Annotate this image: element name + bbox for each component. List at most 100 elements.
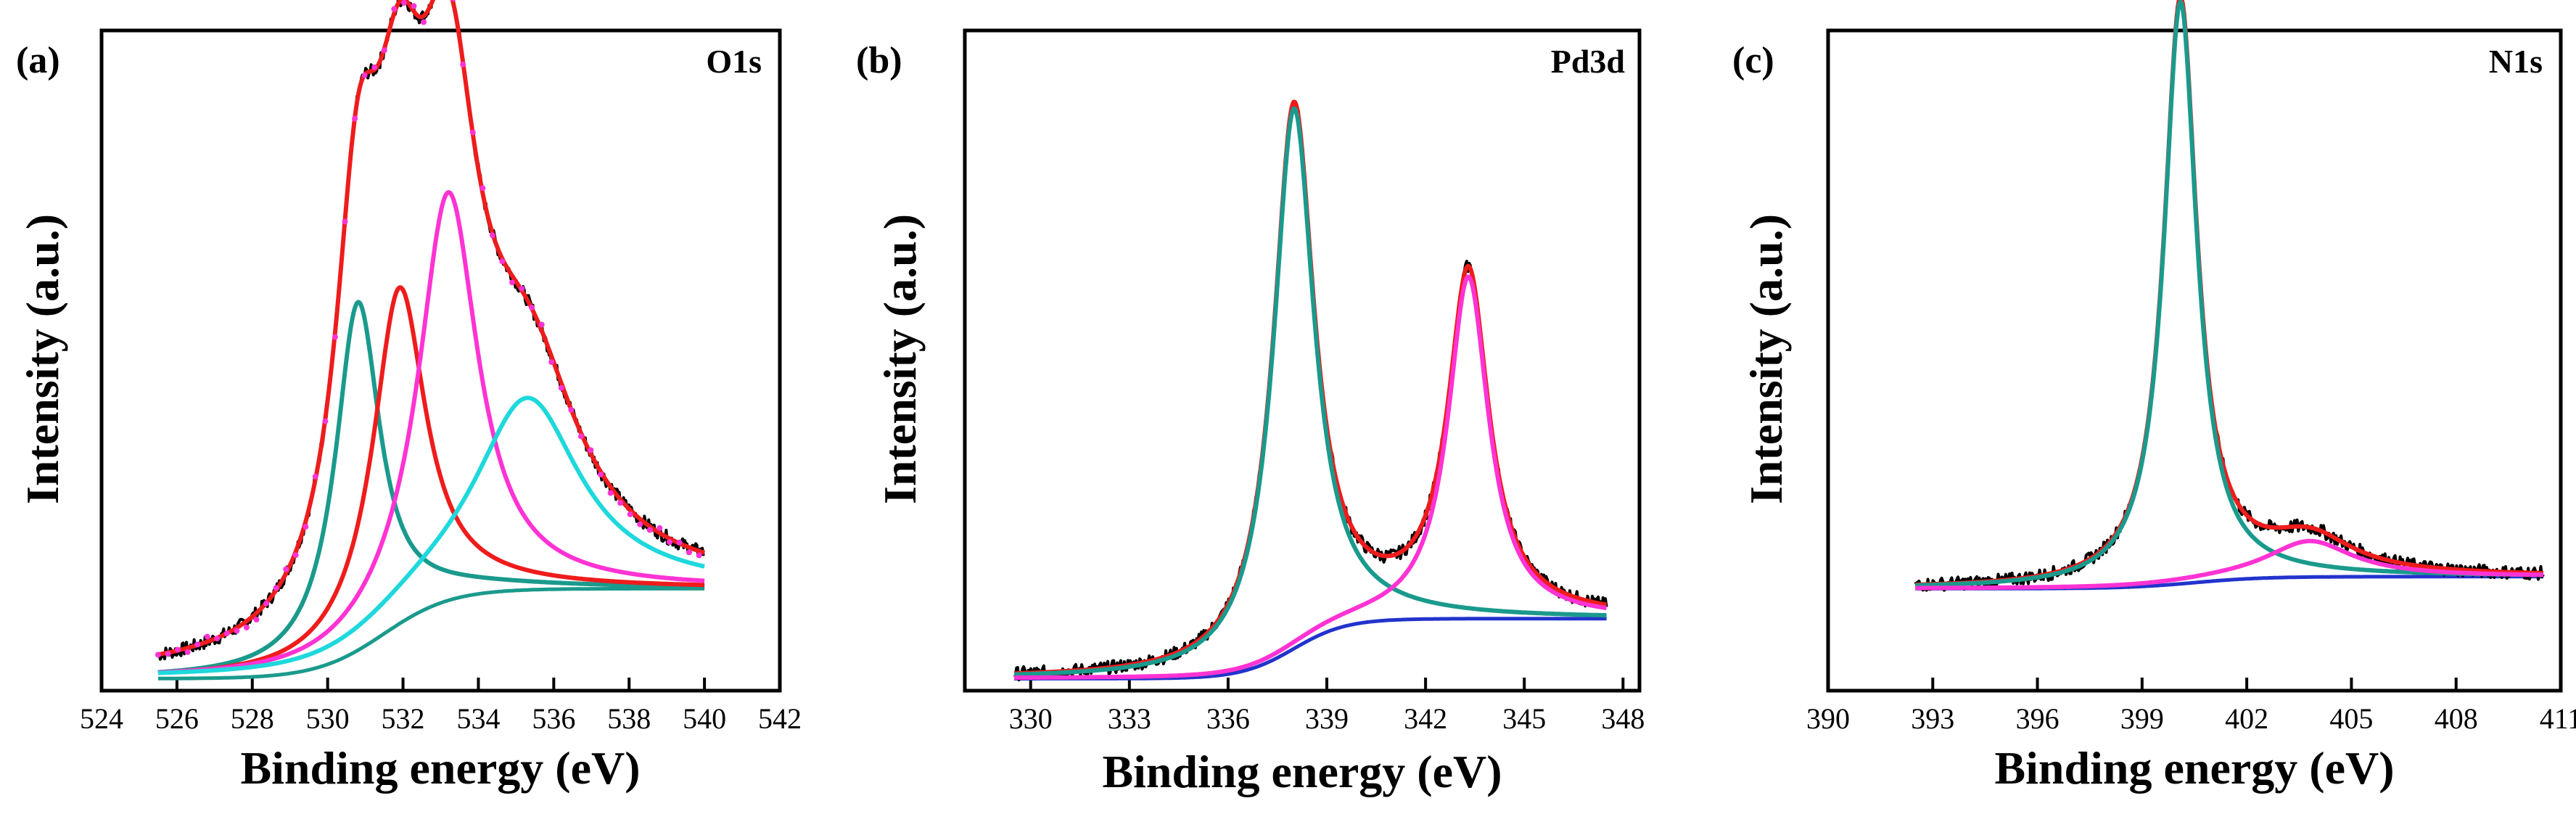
panel-b-x-ticks: 330 333 336 339 342 345 348: [1009, 678, 1645, 735]
panel-b-x-axis-title: Binding energy (eV): [1102, 746, 1502, 797]
panel-a-fit-component-line: [157, 395, 706, 675]
panel-a-x-tick-label: 536: [532, 702, 575, 735]
panel-b-x-tick-label: 333: [1108, 702, 1151, 735]
panel-b-fit-component-line: [1013, 106, 1608, 677]
panel-a-data-point: [273, 585, 279, 591]
panel-a-data-point: [400, 0, 407, 6]
panel-c-x-tick-label: 396: [2016, 702, 2059, 735]
panel-a-data-point: [253, 617, 260, 622]
panel-a-data-point: [263, 600, 269, 607]
panel-a-data-point: [342, 218, 348, 225]
panel-b-raw-spectrum-line: [1013, 101, 1608, 682]
panel-a-x-tick-label: 542: [758, 702, 802, 735]
panel-c-fit-component-line: [1914, 538, 2545, 591]
panel-c-y-axis-title: Intensity (a.u.): [1740, 214, 1792, 504]
panel-a-data-point: [666, 539, 672, 546]
panel-b-plot-frame: [963, 28, 1642, 693]
panel-c-label: (c): [1732, 40, 1774, 81]
panel-a-y-axis-title: Intensity (a.u.): [17, 214, 68, 504]
panel-a-data-point: [155, 651, 161, 658]
panel-a-data-point: [243, 624, 250, 630]
panel-a-x-tick-label: 534: [456, 702, 500, 735]
panel-b-x-tick-label: 339: [1305, 702, 1349, 735]
panel-b-spectrum-label: Pd3d: [1551, 43, 1626, 80]
panel-a-data-point: [696, 552, 702, 559]
panel-a-data-point: [312, 473, 318, 480]
panel-c-x-axis-title: Binding energy (eV): [1994, 742, 2394, 794]
panel-a-background-line: [157, 586, 706, 681]
panel-c-x-tick-label: 408: [2435, 702, 2478, 735]
panel-a-data-point: [175, 646, 181, 653]
panel-b-x-tick-label: 336: [1206, 702, 1250, 735]
panel-a-data-point: [165, 651, 171, 657]
panel-a-data-point: [332, 334, 338, 340]
panel-a-data-point: [519, 285, 525, 292]
panel-a-data-point: [184, 649, 191, 655]
panel-a-fit-envelope-line: [157, 0, 706, 657]
panel-a-data-point: [617, 500, 624, 506]
panel-a-data-point: [489, 232, 495, 239]
panel-a-data-point: [204, 633, 210, 640]
panel-c-fit-component-line: [1914, 0, 2545, 588]
panel-b-fit-envelope-line: [1013, 99, 1608, 676]
panel-a-data-point: [577, 433, 584, 440]
panel-a-data-point: [371, 64, 378, 70]
panel-a-fit-component-line: [157, 300, 706, 675]
panel-a-spectrum-label: O1s: [706, 43, 762, 80]
panel-c-x-tick-label: 390: [1806, 702, 1850, 735]
panel-a-data-point: [646, 527, 653, 533]
panel-c-curves: [1914, 0, 2545, 592]
panel-a-data-point: [352, 115, 358, 122]
panel-a-plot-frame: [99, 28, 782, 693]
panel-b-x-tick-label: 345: [1502, 702, 1546, 735]
panel-a-raw-spectrum-line: [157, 0, 705, 661]
panel-a-data-point: [234, 628, 240, 634]
panel-b-x-tick-label: 348: [1601, 702, 1645, 735]
panel-a-data-point: [529, 304, 535, 311]
panel-b-label: (b): [856, 40, 902, 81]
panel-a-data-point: [283, 566, 289, 572]
panel-a-data-point: [637, 521, 643, 527]
panel-a-data-point: [499, 258, 506, 265]
panel-a-data-point: [361, 72, 368, 78]
panel-a: 524 526 528 530 532 534 536 538 540 542 (a) O1s B…: [16, 0, 802, 794]
panel-a-x-tick-label: 524: [80, 702, 123, 735]
panel-a-x-tick-label: 540: [683, 702, 726, 735]
panel-c-spectrum-label: N1s: [2489, 43, 2543, 80]
panel-a-data-point: [469, 129, 476, 136]
panel-a-x-axis-title: Binding energy (eV): [240, 742, 640, 794]
panel-a-x-tick-label: 538: [607, 702, 651, 735]
panel-b-x-tick-label: 342: [1404, 702, 1447, 735]
panel-b-y-axis-title: Intensity (a.u.): [874, 214, 926, 504]
panel-a-data-point: [223, 630, 230, 636]
panel-a-data-point: [548, 359, 555, 366]
panel-b-curves: [1013, 99, 1608, 682]
panel-b: 330 333 336 339 342 345 348 (b) Pd3d Binding e…: [856, 28, 1645, 797]
panel-a-data-point: [450, 0, 456, 1]
panel-a-data-point: [538, 321, 545, 328]
panel-a-label: (a): [16, 40, 60, 81]
panel-a-data-point: [627, 511, 633, 517]
panel-c-x-tick-label: 399: [2120, 702, 2164, 735]
panel-a-data-point: [676, 539, 683, 546]
panel-c-x-tick-label: 393: [1911, 702, 1954, 735]
panel-c: 390 393 396 399 402 405 408 411 (c) N1s Binding…: [1732, 0, 2576, 794]
panel-a-x-tick-label: 532: [382, 702, 425, 735]
panel-a-data-point: [214, 636, 221, 642]
panel-b-fit-component-line: [1013, 274, 1608, 681]
panel-a-data-point: [568, 406, 575, 413]
panel-a-fit-component-line: [157, 285, 706, 675]
panel-a-data-point: [657, 525, 663, 531]
panel-a-fit-component-line: [157, 190, 706, 675]
panel-a-data-point: [558, 385, 564, 391]
panel-a-data-point: [460, 61, 466, 67]
panel-a-data-point: [303, 524, 309, 530]
panel-a-data-point: [421, 19, 427, 25]
panel-c-plot-frame: [1826, 28, 2563, 693]
panel-c-x-tick-label: 405: [2329, 702, 2373, 735]
panel-a-data-point: [411, 3, 417, 9]
panel-a-x-ticks: 524 526 528 530 532 534 536 538 540 542: [80, 678, 802, 735]
panel-c-x-tick-label: 402: [2225, 702, 2268, 735]
panel-a-data-point: [686, 549, 692, 556]
